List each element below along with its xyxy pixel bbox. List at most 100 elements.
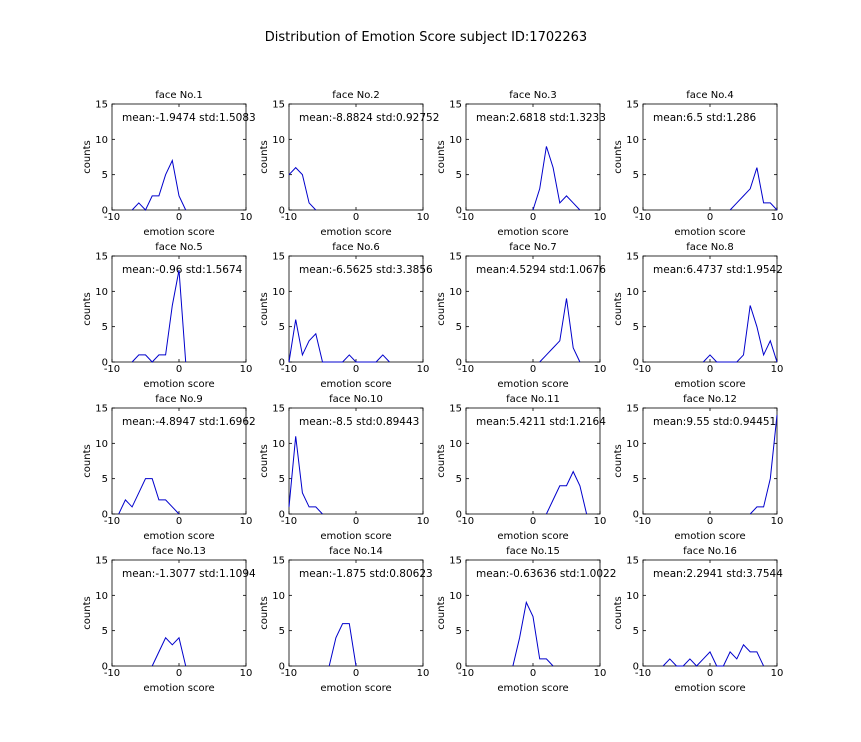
x-tick-label: -10 (635, 668, 651, 679)
x-tick-label: 0 (707, 364, 713, 375)
series-line (328, 623, 357, 667)
stats-annotation: mean:-8.5 std:0.89443 (299, 416, 419, 428)
x-tick-label: 10 (594, 364, 607, 375)
y-tick-label: 10 (272, 439, 285, 450)
y-axis-label: counts (259, 444, 270, 477)
y-tick-label: 10 (272, 287, 285, 298)
y-tick-label: 15 (95, 252, 108, 263)
y-tick-label: 0 (456, 662, 462, 673)
y-tick-label: 15 (449, 404, 462, 415)
x-tick-label: 0 (176, 364, 182, 375)
y-tick-label: 10 (449, 439, 462, 450)
x-tick-label: -10 (458, 212, 474, 223)
subplot-title: face No.10 (329, 394, 383, 405)
series-line (288, 319, 390, 363)
y-tick-label: 0 (102, 358, 108, 369)
y-tick-label: 0 (279, 510, 285, 521)
x-tick-label: -10 (635, 516, 651, 527)
x-tick-label: 0 (176, 668, 182, 679)
y-tick-label: 5 (279, 322, 285, 333)
x-tick-label: 10 (594, 668, 607, 679)
series-line (539, 298, 581, 363)
y-tick-label: 0 (456, 206, 462, 217)
x-tick-label: 0 (530, 212, 536, 223)
y-axis-label: counts (613, 140, 624, 173)
subplot-title: face No.1 (155, 90, 202, 101)
stats-annotation: mean:-1.3077 std:1.1094 (122, 568, 256, 580)
subplot-title: face No.7 (509, 242, 556, 253)
x-tick-label: 10 (417, 364, 430, 375)
subplot-title: face No.4 (686, 90, 733, 101)
subplot-title: face No.3 (509, 90, 556, 101)
x-axis-label: emotion score (674, 683, 745, 694)
stats-annotation: mean:2.6818 std:1.3233 (476, 112, 606, 124)
subplot-title: face No.14 (329, 546, 383, 557)
y-tick-label: 10 (626, 591, 639, 602)
y-tick-label: 5 (633, 626, 639, 637)
x-tick-label: 10 (417, 516, 430, 527)
series-line (131, 158, 187, 211)
x-tick-label: 10 (240, 364, 253, 375)
y-tick-label: 15 (626, 100, 639, 111)
y-axis-label: counts (613, 596, 624, 629)
y-tick-label: 5 (279, 170, 285, 181)
y-tick-label: 10 (626, 135, 639, 146)
x-axis-label: emotion score (320, 227, 391, 238)
stats-annotation: mean:2.2941 std:3.7544 (653, 568, 783, 580)
y-tick-label: 15 (272, 252, 285, 263)
y-tick-label: 15 (449, 100, 462, 111)
y-tick-label: 10 (272, 135, 285, 146)
y-axis-label: counts (259, 292, 270, 325)
y-tick-label: 15 (95, 404, 108, 415)
x-tick-label: 0 (530, 516, 536, 527)
y-tick-label: 0 (633, 510, 639, 521)
y-tick-label: 0 (279, 662, 285, 673)
stats-annotation: mean:6.5 std:1.286 (653, 112, 757, 124)
y-tick-label: 5 (102, 474, 108, 485)
subplot-title: face No.11 (506, 394, 560, 405)
series-line (702, 305, 778, 363)
x-tick-label: 0 (353, 364, 359, 375)
x-tick-label: 10 (594, 212, 607, 223)
y-axis-label: counts (436, 140, 447, 173)
series-line (749, 415, 778, 515)
y-tick-label: 15 (449, 556, 462, 567)
x-tick-label: 10 (417, 668, 430, 679)
x-tick-label: 0 (353, 516, 359, 527)
y-tick-label: 10 (449, 591, 462, 602)
x-axis-label: emotion score (143, 683, 214, 694)
y-tick-label: 5 (456, 170, 462, 181)
x-axis-label: emotion score (497, 531, 568, 542)
series-line (288, 166, 317, 211)
y-tick-label: 15 (626, 556, 639, 567)
x-axis-label: emotion score (143, 227, 214, 238)
y-tick-label: 15 (272, 404, 285, 415)
y-axis-label: counts (82, 444, 93, 477)
y-tick-label: 10 (449, 287, 462, 298)
subplot-title: face No.6 (332, 242, 379, 253)
subplot-title: face No.5 (155, 242, 202, 253)
y-tick-label: 0 (456, 358, 462, 369)
x-tick-label: -10 (281, 668, 297, 679)
stats-annotation: mean:-1.875 std:0.80623 (299, 568, 433, 580)
x-tick-label: 10 (240, 516, 253, 527)
y-axis-label: counts (613, 444, 624, 477)
y-tick-label: 5 (102, 170, 108, 181)
x-tick-label: 0 (176, 516, 182, 527)
stats-annotation: mean:-0.63636 std:1.0022 (476, 568, 616, 580)
y-tick-label: 5 (456, 474, 462, 485)
x-tick-label: 0 (530, 668, 536, 679)
x-tick-label: 0 (353, 212, 359, 223)
stats-annotation: mean:9.55 std:0.94451 (653, 416, 776, 428)
y-tick-label: 0 (633, 662, 639, 673)
